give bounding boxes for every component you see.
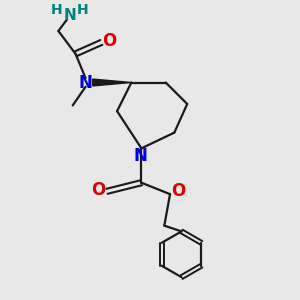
Text: N: N xyxy=(79,74,92,92)
Text: N: N xyxy=(133,147,147,165)
Text: N: N xyxy=(64,8,76,23)
Text: O: O xyxy=(91,181,106,199)
Text: H: H xyxy=(77,2,88,16)
Text: O: O xyxy=(102,32,116,50)
Text: O: O xyxy=(172,182,186,200)
Text: H: H xyxy=(51,2,63,16)
Polygon shape xyxy=(93,79,131,86)
